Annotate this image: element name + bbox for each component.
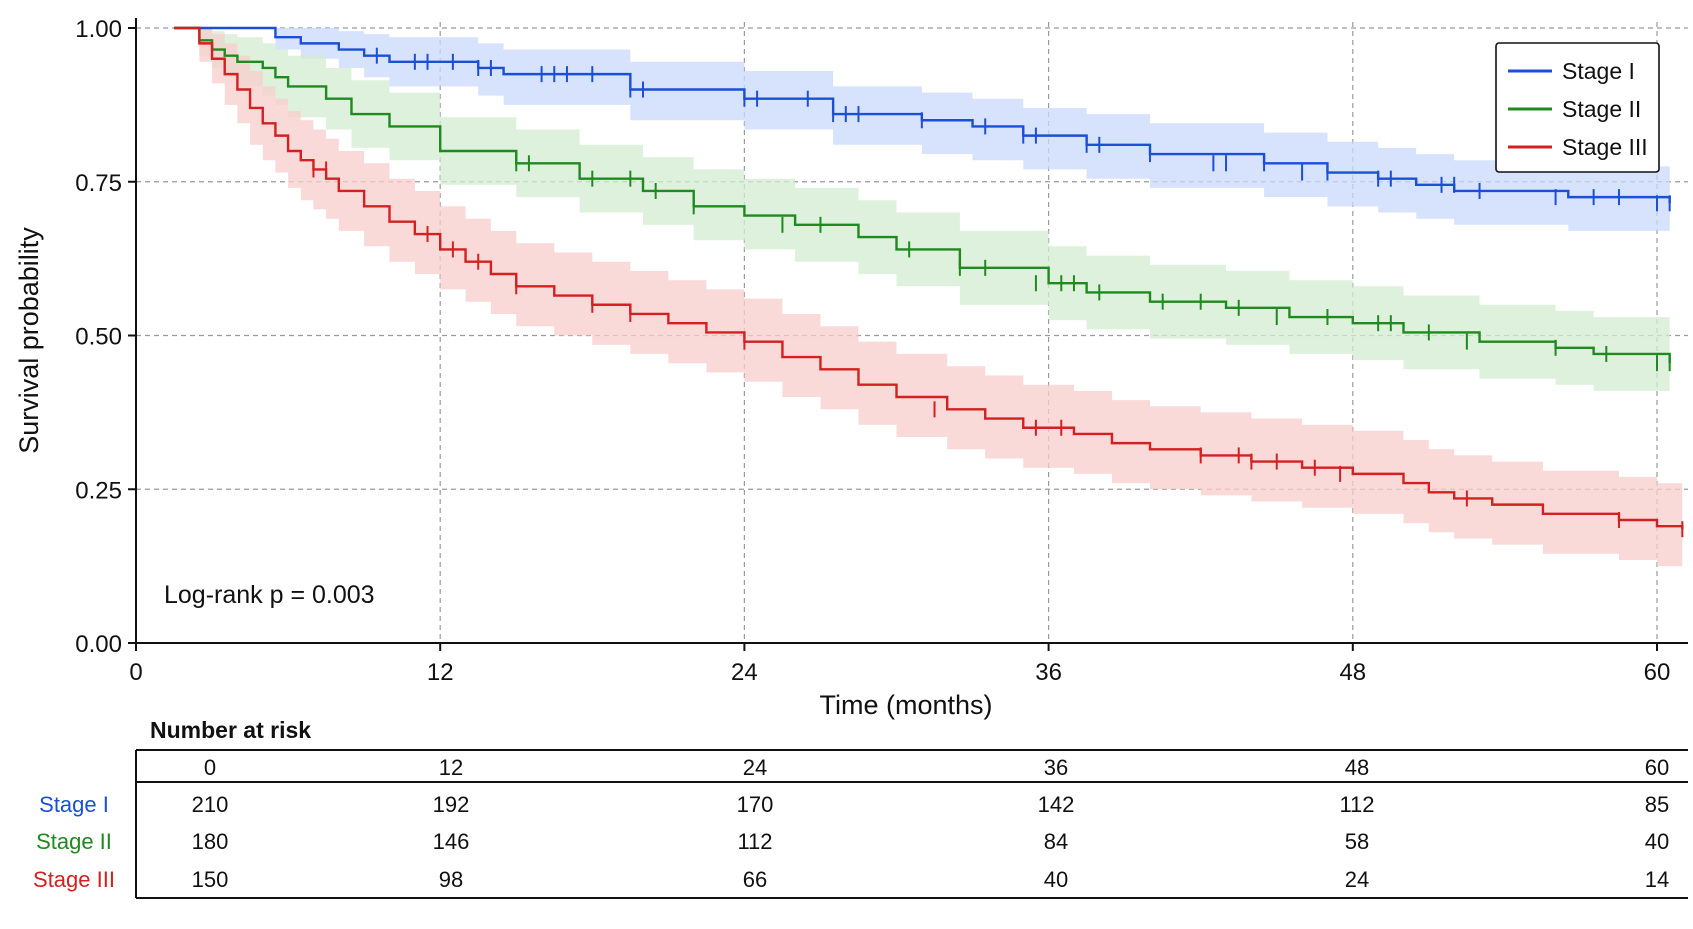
legend-label-stage-iii: Stage III	[1562, 134, 1648, 160]
legend-label-stage-i: Stage I	[1562, 58, 1635, 84]
risk-count-stage-ii: 180	[192, 829, 229, 854]
confidence-band-stage-i	[174, 28, 1670, 238]
x-axis-title: Time (months)	[819, 690, 992, 720]
legend-box	[1495, 42, 1660, 173]
risk-count-stage-iii: 98	[439, 867, 463, 892]
risk-count-stage-ii: 84	[1044, 829, 1068, 854]
risk-count-stage-ii: 146	[433, 829, 470, 854]
risk-count-stage-i: 192	[433, 792, 470, 817]
confidence-bands	[174, 28, 1683, 570]
risk-count-stage-i: 112	[1339, 792, 1374, 817]
y-tick-label: 0.50	[75, 324, 122, 351]
y-tick-label: 0.00	[75, 631, 122, 658]
y-axis-title: Survival probability	[14, 227, 44, 454]
risk-count-stage-iii: 66	[743, 867, 767, 892]
risk-count-stage-i: 210	[192, 792, 229, 817]
risk-count-stage-ii: 40	[1645, 829, 1669, 854]
legend: Stage I Stage II Stage III	[1495, 42, 1660, 173]
tick-labels: 0 12 24 36 48 60 0.00 0.25 0.50 0.75 1.00	[75, 16, 1670, 686]
risk-table-time: 24	[743, 755, 767, 780]
risk-count-stage-i: 142	[1038, 792, 1075, 817]
risk-group-label-stage-iii: Stage III	[33, 867, 115, 892]
risk-table-time: 60	[1645, 755, 1669, 780]
risk-table-time: 0	[204, 755, 216, 780]
risk-count-stage-i: 85	[1645, 792, 1669, 817]
risk-group-label-stage-i: Stage I	[39, 792, 109, 817]
y-tick-label: 1.00	[75, 16, 122, 43]
number-at-risk-table: Number at risk 0 12 24 36 48 60 Stage I 210 192 1…	[33, 717, 1688, 899]
y-tick-label: 0.25	[75, 477, 122, 504]
confidence-band-stage-iii	[174, 28, 1683, 570]
risk-count-stage-iii: 150	[192, 867, 229, 892]
x-tick-label: 24	[731, 659, 758, 686]
x-tick-label: 36	[1035, 659, 1062, 686]
survival-line-stage-ii	[174, 26, 1671, 364]
risk-count-stage-ii: 112	[737, 829, 772, 854]
risk-table-time: 36	[1044, 755, 1068, 780]
risk-count-stage-ii: 58	[1345, 829, 1369, 854]
risk-group-label-stage-ii: Stage II	[36, 829, 112, 854]
x-tick-label: 12	[427, 659, 454, 686]
axes	[128, 18, 1688, 651]
risk-table-title: Number at risk	[150, 717, 311, 743]
x-tick-label: 60	[1644, 659, 1671, 686]
x-tick-label: 48	[1339, 659, 1366, 686]
risk-count-stage-i: 170	[737, 792, 774, 817]
risk-count-stage-iii: 24	[1345, 867, 1369, 892]
risk-count-stage-iii: 40	[1044, 867, 1068, 892]
risk-count-stage-iii: 14	[1645, 867, 1669, 892]
log-rank-annotation: Log-rank p = 0.003	[164, 581, 375, 609]
censor-marks	[312, 47, 1684, 538]
confidence-band-stage-ii	[174, 28, 1670, 397]
survival-line-stage-iii	[174, 26, 1684, 530]
risk-table-time: 48	[1345, 755, 1369, 780]
y-tick-label: 0.75	[75, 170, 122, 197]
risk-table-time: 12	[439, 755, 463, 780]
x-tick-label: 0	[129, 659, 142, 686]
legend-label-stage-ii: Stage II	[1562, 96, 1641, 122]
